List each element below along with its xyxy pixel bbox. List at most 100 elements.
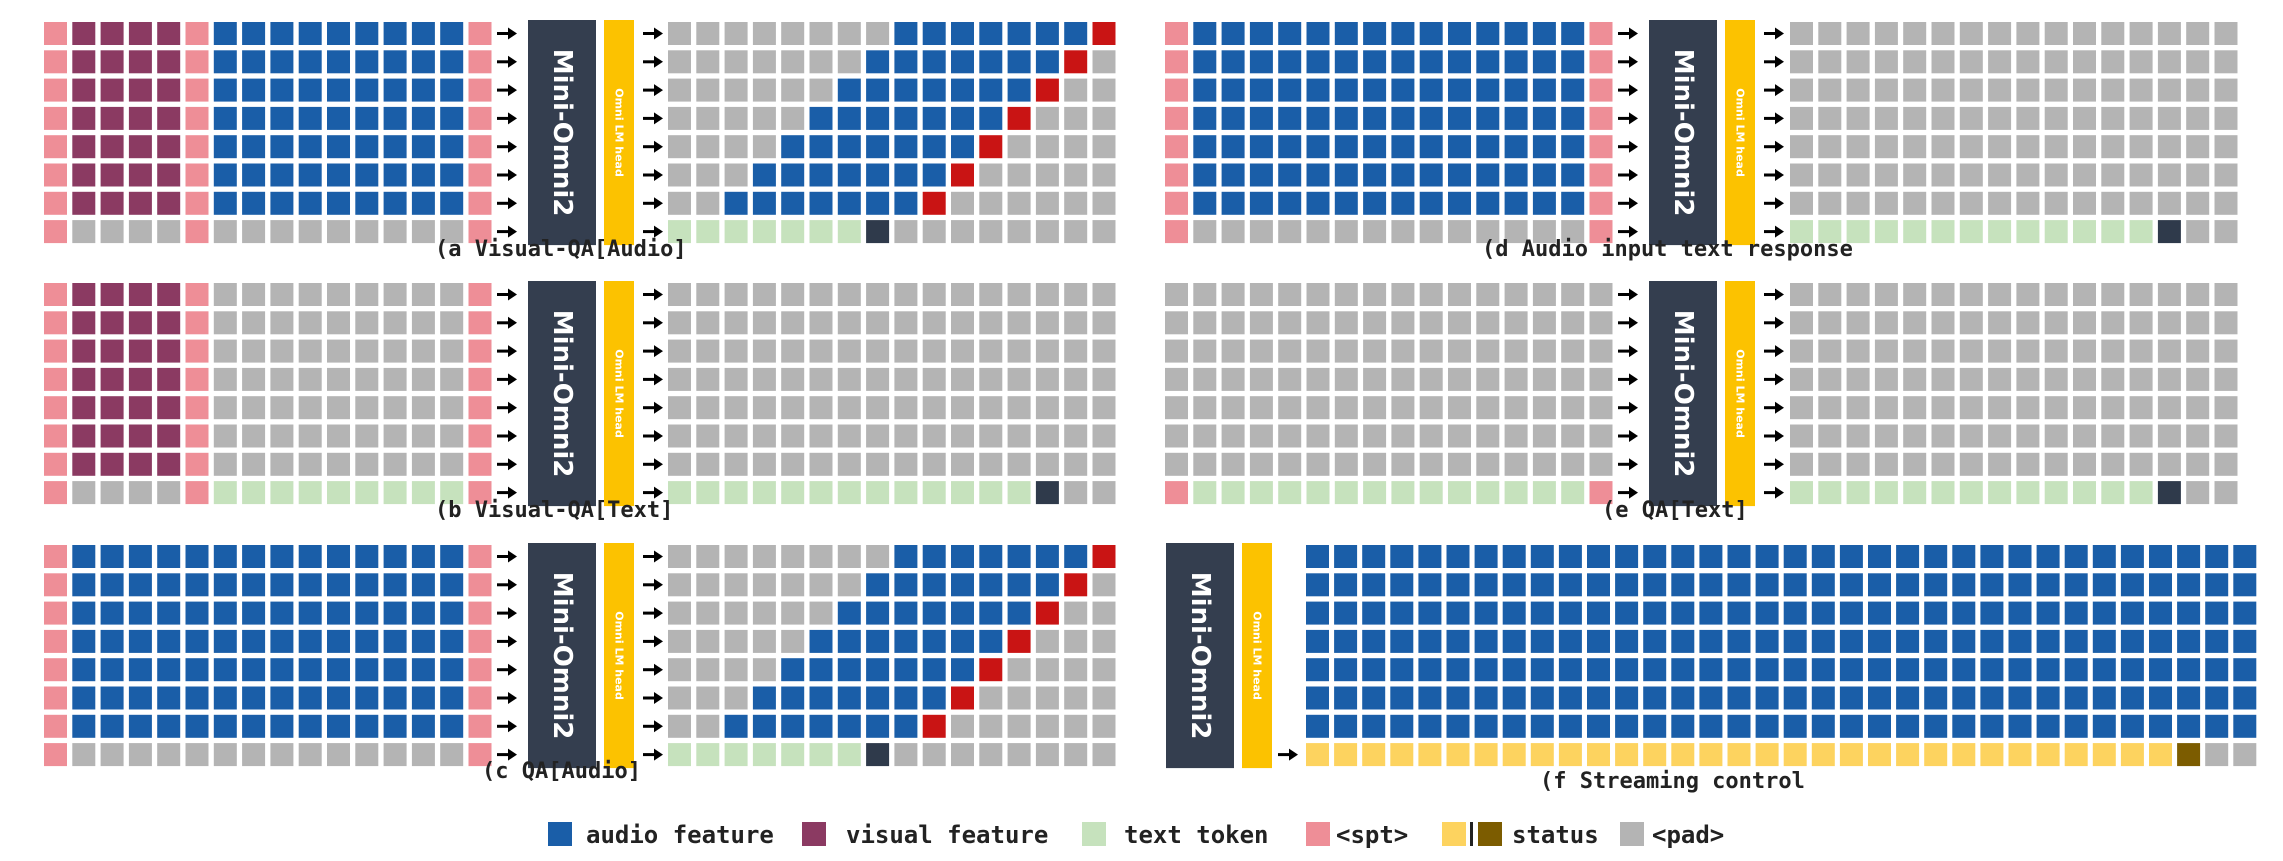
input-token	[100, 135, 124, 159]
output-token	[724, 163, 748, 187]
input-token	[440, 545, 464, 568]
output-token	[2036, 714, 2060, 738]
input-token	[157, 452, 181, 476]
output-token	[696, 106, 720, 130]
panel-f-output-grid	[1306, 545, 2257, 767]
input-token	[44, 545, 67, 568]
output-arrow	[1764, 112, 1784, 125]
output-token	[1903, 424, 1927, 448]
input-token	[72, 50, 96, 74]
output-token	[1334, 658, 1358, 682]
output-token	[1839, 658, 1863, 682]
input-token	[1504, 22, 1528, 45]
output-token	[1615, 658, 1639, 682]
output-token	[1959, 339, 1983, 363]
input-token	[1165, 311, 1188, 335]
input-arrow-head	[508, 84, 517, 97]
input-token	[355, 573, 379, 597]
input-arrow	[497, 430, 517, 442]
output-token	[752, 424, 776, 448]
input-token	[270, 191, 294, 215]
input-token	[440, 573, 464, 597]
input-token	[1278, 283, 1302, 306]
output-arrow	[643, 550, 663, 563]
input-token	[128, 22, 152, 45]
input-token	[383, 163, 407, 187]
output-token	[1092, 452, 1116, 476]
output-token	[979, 573, 1003, 597]
input-token	[157, 220, 181, 244]
output-token	[979, 311, 1003, 335]
input-token	[355, 658, 379, 682]
input-arrow-head	[1629, 112, 1638, 125]
input-token	[355, 629, 379, 653]
legend-text-swatch	[1082, 822, 1106, 846]
input-token	[185, 743, 209, 767]
output-token	[1755, 658, 1779, 682]
output-token	[809, 452, 833, 476]
output-token	[894, 396, 918, 420]
output-token	[1952, 545, 1976, 568]
output-token	[1446, 714, 1470, 738]
output-token	[1064, 573, 1088, 597]
output-token	[2157, 452, 2181, 476]
output-token	[1587, 629, 1610, 653]
output-token	[2129, 106, 2153, 130]
output-token	[1035, 50, 1059, 74]
input-token	[157, 601, 181, 625]
input-token	[468, 396, 492, 420]
input-arrow-head	[508, 458, 517, 471]
output-token	[2008, 545, 2032, 568]
output-token	[922, 629, 946, 653]
output-token	[922, 396, 946, 420]
output-token	[809, 78, 833, 102]
output-arrow-head	[1775, 169, 1784, 181]
caption-c: (c QA[Audio]	[482, 759, 641, 784]
output-token	[2149, 573, 2172, 597]
output-token	[1818, 339, 1842, 363]
output-token	[2149, 601, 2172, 625]
input-token	[440, 396, 464, 420]
output-token	[1839, 601, 1863, 625]
output-arrow	[643, 288, 663, 301]
output-token	[1007, 573, 1031, 597]
output-token	[1931, 135, 1955, 159]
output-token	[1846, 191, 1870, 215]
output-token	[1868, 545, 1891, 568]
input-arrow	[497, 345, 517, 358]
input-token	[213, 714, 237, 738]
input-token	[1306, 191, 1330, 215]
output-token	[979, 452, 1003, 476]
input-token	[270, 743, 294, 767]
output-token	[1390, 629, 1414, 653]
output-token	[1064, 396, 1088, 420]
input-arrow-head	[508, 578, 517, 591]
input-arrow	[497, 316, 517, 329]
panel-c-output-grid	[668, 545, 1116, 767]
input-token	[1391, 78, 1415, 102]
output-token	[1959, 106, 1983, 130]
output-token	[1064, 311, 1088, 335]
output-token	[1643, 686, 1667, 710]
input-token	[1532, 22, 1556, 45]
input-token	[1363, 452, 1387, 476]
input-token	[327, 743, 350, 767]
output-token	[2129, 452, 2153, 476]
input-token	[1249, 50, 1273, 74]
output-token	[1007, 22, 1031, 45]
input-token	[1334, 452, 1358, 476]
input-token	[185, 367, 209, 391]
output-token	[894, 106, 918, 130]
output-token	[1615, 601, 1639, 625]
output-token	[1007, 714, 1031, 738]
input-token	[298, 424, 322, 448]
output-token	[1952, 658, 1976, 682]
panel-d-output-grid	[1790, 22, 2238, 244]
output-token	[1846, 135, 1870, 159]
input-token	[298, 714, 322, 738]
input-token	[157, 424, 181, 448]
input-arrow	[1618, 373, 1638, 386]
output-token	[2186, 106, 2210, 130]
output-token	[752, 367, 776, 391]
output-token	[1474, 743, 1498, 767]
